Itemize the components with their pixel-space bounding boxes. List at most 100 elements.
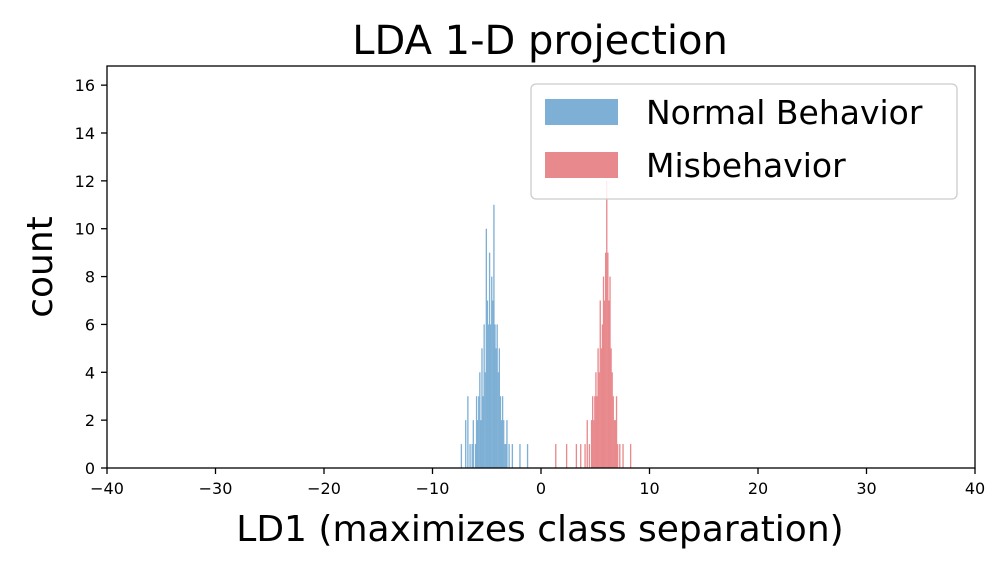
y-tick-label: 10 <box>75 220 95 239</box>
y-tick-label: 4 <box>85 363 95 382</box>
bar-normal-behavior-36 <box>508 444 510 468</box>
bar-normal-behavior-8 <box>476 420 479 468</box>
legend-box <box>530 83 958 200</box>
bar-misbehavior-12 <box>596 396 598 468</box>
legend-swatch-normal-behavior <box>545 99 618 125</box>
bar-normal-behavior-35 <box>506 420 508 468</box>
bar-misbehavior-7 <box>590 420 593 468</box>
bar-normal-behavior-16 <box>485 228 487 468</box>
bar-normal-behavior-32 <box>503 420 505 468</box>
bar-normal-behavior-31 <box>501 396 504 468</box>
bar-normal-behavior-1 <box>465 420 467 468</box>
bar-misbehavior-0 <box>555 444 557 468</box>
bar-misbehavior-33 <box>622 444 624 468</box>
bar-normal-behavior-23 <box>493 204 495 469</box>
bar-normal-behavior-38 <box>519 444 521 468</box>
bar-misbehavior-13 <box>597 348 599 468</box>
y-tick-label: 2 <box>85 411 95 430</box>
x-tick-label: 30 <box>856 479 876 498</box>
bar-misbehavior-31 <box>616 444 619 468</box>
legend-label-misbehavior: Misbehavior <box>646 146 846 185</box>
bar-normal-behavior-5 <box>472 420 474 468</box>
y-axis: 0 2 4 6 8 10 12 14 16 <box>75 76 107 478</box>
bar-normal-behavior-2 <box>467 396 469 468</box>
bar-misbehavior-3 <box>580 444 582 468</box>
histogram-bars <box>460 180 632 469</box>
bar-misbehavior-1 <box>565 444 568 468</box>
bar-normal-behavior-11 <box>480 420 482 468</box>
x-tick-label: −10 <box>416 479 450 498</box>
bar-normal-behavior-4 <box>471 444 473 468</box>
bar-misbehavior-4 <box>584 444 586 468</box>
bar-normal-behavior-21 <box>491 276 493 468</box>
bar-misbehavior-25 <box>610 348 612 468</box>
bar-normal-behavior-12 <box>481 348 483 468</box>
bar-normal-behavior-15 <box>484 372 486 468</box>
x-tick-label: −30 <box>199 479 233 498</box>
bar-normal-behavior-0 <box>460 444 463 468</box>
bar-misbehavior-29 <box>614 420 617 468</box>
bar-normal-behavior-22 <box>492 300 494 468</box>
y-tick-label: 6 <box>85 315 95 334</box>
bar-normal-behavior-6 <box>474 444 477 468</box>
bar-normal-behavior-19 <box>488 252 491 468</box>
bar-normal-behavior-39 <box>526 444 529 468</box>
y-tick-label: 12 <box>75 172 95 191</box>
bar-misbehavior-6 <box>588 444 591 468</box>
bar-normal-behavior-9 <box>478 396 480 468</box>
x-tick-label: −20 <box>307 479 341 498</box>
bar-misbehavior-15 <box>599 300 601 468</box>
bar-normal-behavior-7 <box>475 396 478 468</box>
bar-misbehavior-8 <box>591 396 594 468</box>
bar-misbehavior-17 <box>601 324 604 468</box>
bar-misbehavior-14 <box>598 372 600 468</box>
bar-misbehavior-22 <box>607 252 609 468</box>
bar-misbehavior-23 <box>608 300 610 468</box>
y-tick-label: 14 <box>75 124 95 143</box>
legend-label-normal-behavior: Normal Behavior <box>646 93 923 132</box>
bar-normal-behavior-30 <box>500 420 503 468</box>
bar-misbehavior-21 <box>606 180 608 468</box>
x-tick-label: 10 <box>639 479 659 498</box>
bar-normal-behavior-13 <box>482 396 484 468</box>
bar-misbehavior-24 <box>609 276 611 468</box>
bar-normal-behavior-24 <box>494 324 496 468</box>
bar-normal-behavior-20 <box>490 324 492 468</box>
bar-misbehavior-27 <box>612 396 614 468</box>
bar-misbehavior-26 <box>611 372 613 468</box>
bar-misbehavior-5 <box>586 420 588 468</box>
bar-misbehavior-9 <box>593 420 595 468</box>
x-axis: −40 −30 −20 −10 0 10 20 30 40 <box>90 468 985 498</box>
bar-normal-behavior-25 <box>495 348 497 468</box>
bar-normal-behavior-3 <box>469 444 471 468</box>
x-tick-label: 20 <box>748 479 768 498</box>
bar-normal-behavior-17 <box>486 300 489 468</box>
y-axis-label: count <box>20 216 61 318</box>
bar-misbehavior-19 <box>603 300 606 468</box>
x-tick-label: 40 <box>965 479 985 498</box>
y-tick-label: 16 <box>75 76 95 95</box>
bar-normal-behavior-18 <box>487 324 490 468</box>
bar-normal-behavior-26 <box>496 324 498 468</box>
bar-misbehavior-2 <box>575 444 578 468</box>
bar-misbehavior-18 <box>602 276 605 468</box>
legend: Normal Behavior Misbehavior <box>530 83 958 200</box>
bar-normal-behavior-29 <box>499 396 502 468</box>
bar-normal-behavior-27 <box>497 372 499 468</box>
bar-misbehavior-16 <box>600 348 603 468</box>
bar-misbehavior-28 <box>613 420 616 468</box>
bar-misbehavior-10 <box>594 396 596 468</box>
bar-misbehavior-20 <box>605 252 607 468</box>
x-axis-label: LD1 (maximizes class separation) <box>236 509 843 550</box>
x-tick-label: 0 <box>536 479 546 498</box>
bar-misbehavior-30 <box>615 396 618 468</box>
bar-normal-behavior-37 <box>511 444 514 468</box>
bar-misbehavior-11 <box>595 372 597 468</box>
legend-swatch-misbehavior <box>545 152 618 178</box>
chart-title: LDA 1-D projection <box>352 18 728 64</box>
bar-misbehavior-34 <box>629 444 632 468</box>
bar-normal-behavior-14 <box>483 324 485 468</box>
bar-misbehavior-32 <box>619 444 621 468</box>
bar-normal-behavior-28 <box>498 348 501 468</box>
